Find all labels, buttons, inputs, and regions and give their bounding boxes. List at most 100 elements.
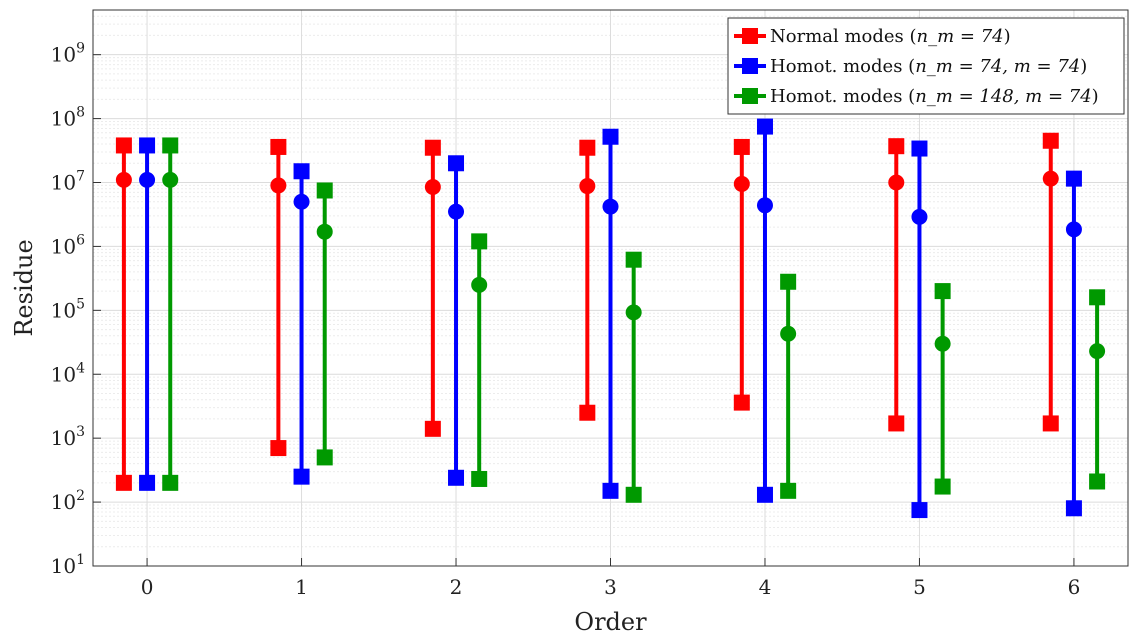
legend-marker	[742, 28, 758, 44]
x-tick-label: 2	[450, 575, 463, 599]
x-tick-label: 6	[1068, 575, 1081, 599]
mean-marker	[888, 174, 905, 191]
y-tick-base: 10	[51, 362, 76, 386]
max-marker	[448, 155, 465, 172]
x-tick-label: 4	[759, 575, 772, 599]
x-tick-label: 1	[295, 575, 308, 599]
mean-marker	[733, 175, 750, 192]
min-marker	[448, 469, 465, 486]
legend-math: n_m = 148, m = 74	[915, 86, 1091, 107]
legend-suffix: )	[1080, 56, 1087, 77]
min-marker	[293, 468, 310, 485]
y-tick-base: 10	[51, 490, 76, 514]
mean-marker	[139, 171, 156, 188]
min-marker	[579, 404, 596, 421]
y-tick-label: 105	[51, 296, 85, 322]
legend-entry: Homot. modes (n_m = 74, m = 74)	[770, 56, 1087, 77]
legend-suffix: )	[1004, 26, 1011, 47]
y-tick-exponent: 6	[76, 232, 85, 248]
max-marker	[424, 139, 441, 156]
max-marker	[733, 138, 750, 155]
y-tick-label: 102	[51, 488, 85, 514]
y-tick-base: 10	[51, 234, 76, 258]
data-series	[115, 118, 1106, 519]
max-marker	[471, 233, 488, 250]
legend-math: n_m = 74	[917, 26, 1004, 47]
max-marker	[1089, 289, 1106, 306]
min-marker	[424, 420, 441, 437]
x-tick-label: 3	[604, 575, 617, 599]
mean-marker	[1042, 170, 1059, 187]
mean-marker	[293, 193, 310, 210]
legend-entry: Normal modes (n_m = 74)	[770, 26, 1011, 47]
legend-marker	[742, 58, 758, 74]
max-marker	[934, 283, 951, 300]
mean-marker	[756, 197, 773, 214]
min-marker	[1042, 415, 1059, 432]
max-marker	[162, 137, 179, 154]
y-tick-exponent: 2	[76, 488, 85, 504]
min-marker	[756, 486, 773, 503]
min-marker	[911, 502, 928, 519]
max-marker	[756, 118, 773, 135]
y-tick-base: 10	[51, 171, 76, 195]
max-marker	[602, 128, 619, 145]
y-tick-exponent: 8	[76, 105, 85, 121]
min-marker	[162, 474, 179, 491]
legend-label: Normal modes (	[770, 26, 917, 47]
legend-label: Homot. modes (	[770, 56, 915, 77]
legend-box	[727, 17, 1125, 115]
y-tick-label: 107	[51, 169, 85, 195]
mean-marker	[579, 178, 596, 195]
min-marker	[270, 440, 287, 457]
max-marker	[888, 138, 905, 155]
max-marker	[1065, 170, 1082, 187]
mean-marker	[1065, 221, 1082, 238]
mean-marker	[602, 198, 619, 215]
y-tick-exponent: 4	[76, 360, 85, 376]
legend-entry: Homot. modes (n_m = 148, m = 74)	[770, 86, 1099, 107]
y-tick-base: 10	[51, 107, 76, 131]
mean-marker	[115, 171, 132, 188]
mean-marker	[316, 223, 333, 240]
series-2	[162, 137, 1106, 503]
mean-marker	[270, 177, 287, 194]
y-tick-exponent: 3	[76, 424, 85, 440]
min-marker	[1065, 500, 1082, 517]
y-tick-base: 10	[51, 298, 76, 322]
y-tick-base: 10	[51, 43, 76, 67]
y-tick-exponent: 7	[76, 169, 85, 185]
series-1	[139, 118, 1082, 519]
y-tick-base: 10	[51, 426, 76, 450]
y-tick-label: 108	[51, 105, 85, 131]
min-marker	[780, 482, 797, 499]
max-marker	[115, 137, 132, 154]
legend-suffix: )	[1092, 86, 1099, 107]
x-tick-label: 0	[141, 575, 154, 599]
mean-marker	[1089, 343, 1106, 360]
max-marker	[911, 140, 928, 157]
max-marker	[316, 182, 333, 199]
series-0	[115, 132, 1059, 491]
min-marker	[1089, 473, 1106, 490]
max-marker	[625, 251, 642, 268]
min-marker	[139, 474, 156, 491]
y-tick-label: 106	[51, 232, 85, 258]
min-marker	[115, 474, 132, 491]
min-marker	[316, 449, 333, 466]
x-axis-label: Order	[574, 608, 647, 634]
y-tick-label: 109	[51, 41, 85, 67]
mean-marker	[911, 208, 928, 225]
y-axis-label: Residue	[10, 239, 38, 336]
legend: Normal modes (n_m = 74)Homot. modes (n_m…	[727, 17, 1125, 115]
max-marker	[270, 138, 287, 155]
mean-marker	[424, 179, 441, 196]
y-tick-exponent: 1	[76, 552, 85, 568]
legend-marker	[742, 88, 758, 104]
mean-marker	[448, 203, 465, 220]
mean-marker	[162, 171, 179, 188]
y-tick-label: 104	[51, 360, 85, 386]
y-tick-label: 103	[51, 424, 85, 450]
